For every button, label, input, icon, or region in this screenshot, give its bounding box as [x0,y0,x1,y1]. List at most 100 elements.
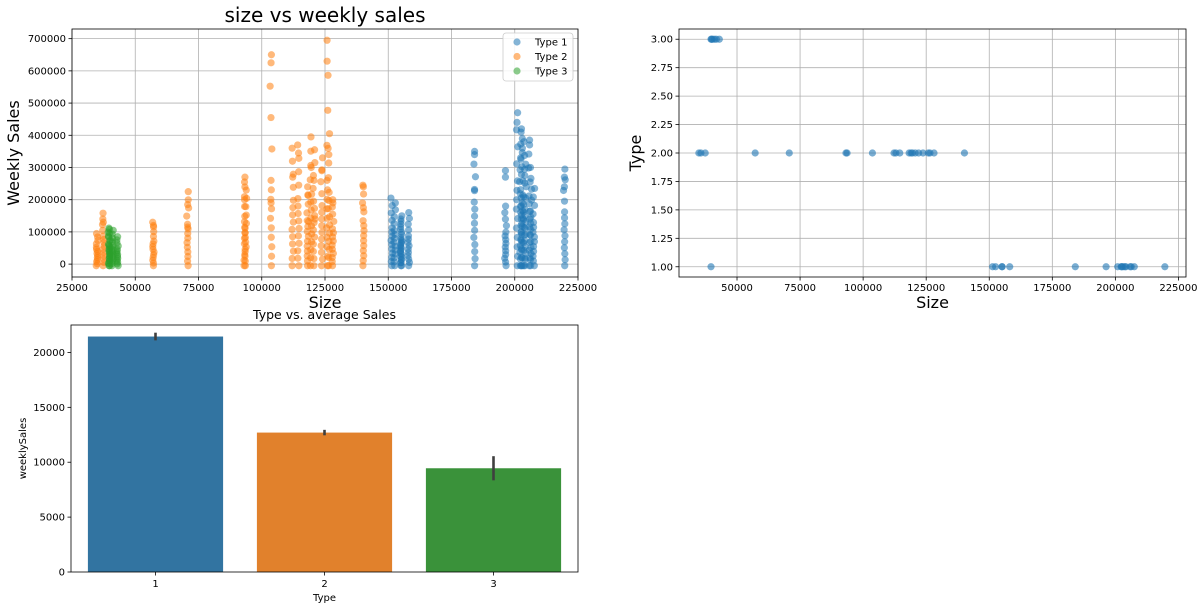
data-point [471,173,480,181]
data-point [470,160,478,168]
x-tick-label: 150000 [970,283,1008,294]
data-point [267,224,275,232]
data-point [1130,263,1138,271]
y-tick-label: 20000 [33,348,65,359]
data-point [294,254,302,262]
data-point [531,184,539,193]
series-type-2 [92,36,368,270]
data-point [317,235,326,243]
y-tick-label: 300000 [28,163,66,174]
y-tick-label: 400000 [28,131,66,142]
bars [87,332,562,572]
data-point [99,209,107,217]
data-point [930,149,938,157]
data-point [267,59,275,67]
data-point [471,226,479,234]
data-point [1006,263,1014,271]
data-point [470,233,478,242]
chart-title: size vs weekly sales [224,3,425,27]
data-point [390,213,398,221]
data-point [240,178,249,186]
y-tick-label: 0 [60,260,66,271]
data-point [294,149,303,157]
y-tick-label: 500000 [28,99,66,110]
data-point [304,191,312,199]
data-point [295,154,303,162]
data-point [470,198,478,206]
data-point [471,262,479,270]
y-tick-label: 1.00 [651,262,673,273]
x-tick-label: 125000 [907,283,945,294]
x-tick-label: 200000 [1096,283,1134,294]
data-point [470,187,479,195]
chart-size-vs-type: 50000 75000 100000 125000 150000 175000 200000… [626,28,1198,312]
data-point [307,163,315,172]
data-point [294,247,302,255]
data-point [242,186,250,194]
y-tick-label: 10000 [33,458,65,469]
data-point [405,208,413,217]
data-point [397,220,405,228]
data-point [560,208,569,216]
y-tick-label: 2.75 [651,63,673,74]
data-point [513,118,521,127]
data-point [526,163,535,172]
data-point [471,240,479,249]
data-point [99,226,107,235]
data-point [294,202,302,210]
data-point [92,229,101,238]
bar-type-1 [87,336,224,572]
data-point [387,194,395,202]
data-point [310,146,319,154]
x-tick-label: 75000 [183,283,215,294]
data-point [318,228,326,236]
data-point [391,206,400,214]
y-tick-label: 2.25 [651,120,673,131]
x-tick-label: 2 [321,579,327,590]
data-point [470,219,479,227]
legend-marker [513,38,521,46]
data-point [323,36,331,44]
data-point [390,226,399,235]
data-point [311,233,319,241]
data-point [310,204,319,212]
data-point [501,209,509,217]
data-point [317,242,325,250]
data-point [294,209,302,218]
data-point [785,149,793,157]
data-point [328,225,337,233]
data-point [360,242,368,250]
data-point [517,128,525,136]
data-point [521,171,529,180]
data-point [289,218,297,226]
scatter-points [92,36,569,270]
data-point [288,157,297,165]
data-point [405,214,413,222]
data-point [525,141,534,149]
x-tick-label: 225000 [559,283,597,294]
y-tick-label: 0 [59,568,65,579]
legend-entry: Type 2 [534,52,568,63]
data-point [561,220,569,228]
chart-title: Type vs. average Sales [252,307,396,322]
x-tick-label: 100000 [243,283,281,294]
x-axis-label: Size [916,293,949,312]
data-point [317,178,325,186]
series-type-1 [387,109,569,270]
data-point [502,222,511,230]
data-point [184,188,192,196]
data-point [715,35,723,43]
data-point [701,149,709,157]
y-tick-label: 1.75 [651,177,673,188]
y-tick-label: 15000 [33,403,65,414]
data-point [501,167,510,175]
data-point [294,232,302,240]
data-point [405,226,413,234]
data-point [470,151,479,159]
data-point [397,215,405,223]
y-axis-label: Type [626,135,645,173]
data-point [184,200,192,209]
data-point [561,256,569,264]
legend-marker [513,67,521,75]
data-point [289,173,297,181]
